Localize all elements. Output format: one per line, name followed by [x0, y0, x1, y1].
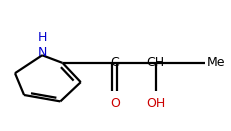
Text: C: C [110, 56, 119, 69]
Text: N: N [37, 46, 47, 59]
Text: OH: OH [146, 97, 165, 110]
Text: O: O [110, 97, 120, 110]
Text: CH: CH [146, 56, 165, 69]
Text: H: H [37, 31, 47, 44]
Text: Me: Me [207, 56, 225, 69]
